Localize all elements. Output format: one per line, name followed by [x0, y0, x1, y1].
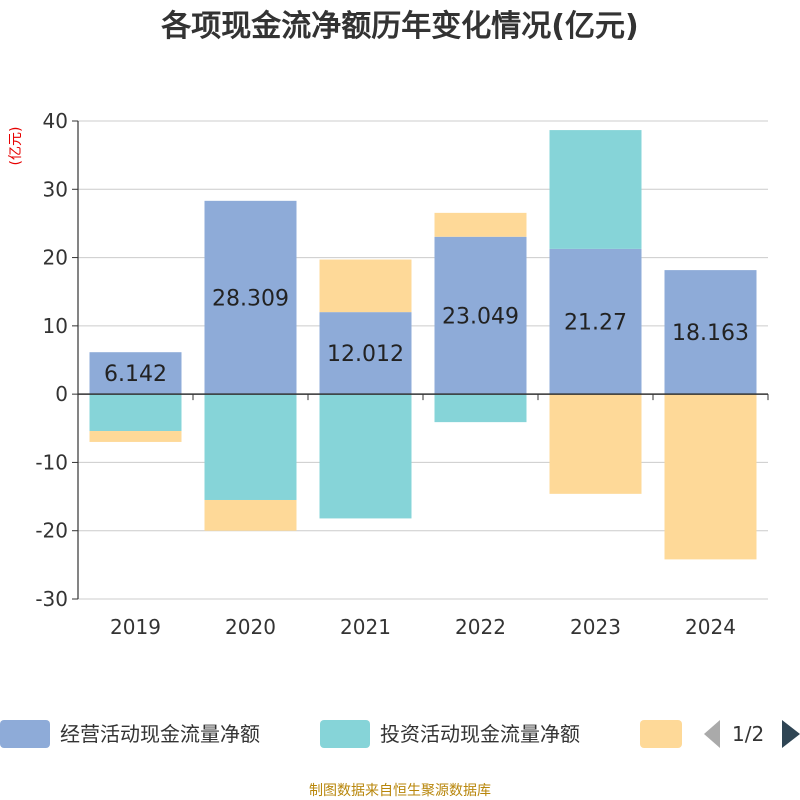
axes: 40 30 20 10 0 -10 -20 -30 2019 2020 2021 2022 2023 20… [35, 109, 769, 639]
bar-2021-s2[interactable] [319, 259, 412, 313]
legend-swatch-operating[interactable] [0, 720, 50, 748]
data-label-2024: 18.163 [672, 321, 749, 346]
bar-2022-s1[interactable] [434, 394, 527, 423]
y-tick-label: -30 [35, 587, 68, 611]
data-labels: 6.142 28.309 12.012 23.049 21.27 18.163 [104, 286, 749, 387]
legend-prev-page-icon[interactable] [704, 720, 720, 748]
bar-2020-s0[interactable] [204, 200, 297, 395]
bar-2019-s2[interactable] [89, 431, 182, 442]
bar-2023-s0[interactable] [549, 248, 642, 395]
x-tick-label: 2019 [110, 615, 161, 639]
y-tick-label: 40 [43, 109, 68, 133]
data-label-2021: 12.012 [327, 342, 404, 367]
data-label-2019: 6.142 [104, 362, 167, 387]
legend: 经营活动现金流量净额 投资活动现金流量净额 1/2 [0, 720, 800, 748]
y-tick-label: -20 [35, 519, 68, 543]
bar-2021-s0[interactable] [319, 312, 412, 395]
bar-2021-s1[interactable] [319, 394, 412, 519]
bar-2024-s0[interactable] [664, 270, 757, 395]
data-label-2022: 23.049 [442, 304, 519, 329]
bar-2024-s2[interactable] [664, 394, 757, 560]
grid-lines [78, 120, 768, 600]
bar-2023-s2[interactable] [549, 394, 642, 494]
legend-swatch-investing[interactable] [320, 720, 370, 748]
x-tick-label: 2022 [455, 615, 506, 639]
bar-2023-s1[interactable] [549, 130, 642, 249]
legend-label-operating[interactable]: 经营活动现金流量净额 [60, 722, 260, 746]
x-tick-label: 2021 [340, 615, 391, 639]
bar-2019-s1[interactable] [89, 394, 182, 432]
x-tick-label: 2023 [570, 615, 621, 639]
legend-label-investing[interactable]: 投资活动现金流量净额 [380, 722, 580, 746]
data-label-2020: 28.309 [212, 286, 289, 311]
legend-page-indicator: 1/2 [732, 722, 764, 746]
data-label-2023: 21.27 [564, 311, 627, 336]
y-tick-label: 0 [55, 382, 68, 406]
y-tick-label: 30 [43, 177, 68, 201]
legend-swatch-financing[interactable] [640, 720, 682, 748]
y-axis-unit: (亿元) [8, 127, 24, 166]
source-note: 制图数据来自恒生聚源数据库 [309, 783, 491, 799]
bar-2020-s2[interactable] [204, 499, 297, 531]
chart-title: 各项现金流净额历年变化情况(亿元) [160, 9, 638, 44]
y-tick-label: 20 [43, 246, 68, 270]
legend-next-page-icon[interactable] [782, 720, 800, 748]
bar-2019-s0[interactable] [89, 352, 182, 395]
bar-2022-s2[interactable] [434, 212, 527, 237]
bars [89, 130, 757, 560]
y-tick-label: 10 [43, 314, 68, 338]
bar-2022-s0[interactable] [434, 236, 527, 395]
y-tick-label: -10 [35, 450, 68, 474]
x-tick-label: 2020 [225, 615, 276, 639]
x-tick-label: 2024 [685, 615, 736, 639]
bar-2020-s1[interactable] [204, 394, 297, 500]
